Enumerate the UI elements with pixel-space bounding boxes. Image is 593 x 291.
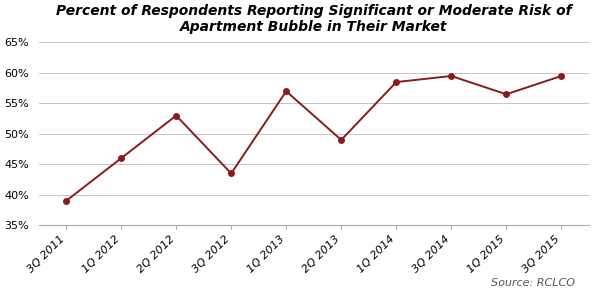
Text: Source: RCLCO: Source: RCLCO bbox=[491, 278, 575, 288]
Title: Percent of Respondents Reporting Significant or Moderate Risk of
Apartment Bubbl: Percent of Respondents Reporting Signifi… bbox=[56, 4, 572, 34]
